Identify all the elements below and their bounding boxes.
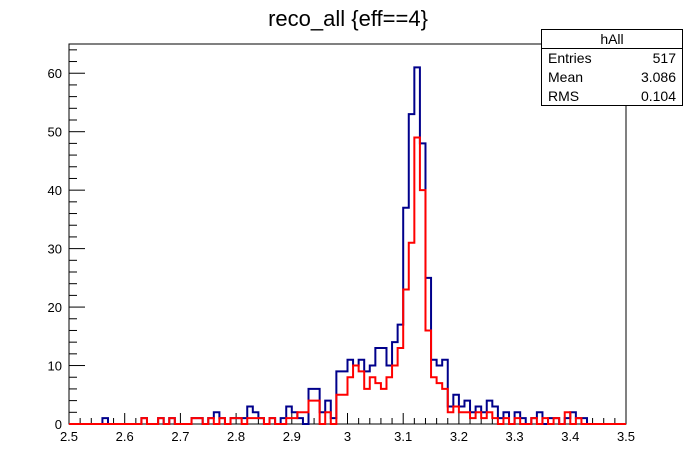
y-tick-label: 10 bbox=[48, 359, 62, 374]
x-tick-label: 3.2 bbox=[450, 429, 468, 444]
stats-label: RMS bbox=[548, 88, 580, 104]
stats-box-title: hAll bbox=[542, 30, 682, 49]
x-tick-label: 2.6 bbox=[116, 429, 134, 444]
histogram-series-line bbox=[69, 66, 626, 425]
stats-box: hAll Entries 517 Mean 3.086 RMS 0.104 bbox=[541, 29, 683, 106]
x-tick-label: 3.3 bbox=[506, 429, 524, 444]
stats-value: 517 bbox=[652, 50, 676, 66]
histogram-series-line bbox=[69, 136, 626, 425]
stats-value: 3.086 bbox=[640, 69, 676, 85]
x-tick-label: 2.8 bbox=[227, 429, 245, 444]
stats-row-entries: Entries 517 bbox=[542, 49, 682, 68]
x-tick-label: 2.5 bbox=[60, 429, 78, 444]
x-tick-label: 3.4 bbox=[561, 429, 579, 444]
x-tick-label: 3.5 bbox=[617, 429, 635, 444]
y-tick-label: 30 bbox=[48, 242, 62, 257]
y-tick-label: 40 bbox=[48, 183, 62, 198]
series-layer bbox=[69, 66, 626, 425]
y-axis: 0 10 20 30 40 50 60 bbox=[48, 49, 85, 432]
chart-title: reco_all {eff==4} bbox=[268, 6, 428, 31]
stats-row-mean: Mean 3.086 bbox=[542, 68, 682, 87]
x-tick-label: 2.7 bbox=[171, 429, 189, 444]
stats-label: Mean bbox=[548, 69, 584, 85]
stats-value: 0.104 bbox=[640, 88, 676, 104]
x-tick-label: 2.9 bbox=[283, 429, 301, 444]
stats-label: Entries bbox=[548, 50, 592, 66]
y-tick-label: 20 bbox=[48, 300, 62, 315]
x-tick-label: 3 bbox=[344, 429, 351, 444]
x-tick-label: 3.1 bbox=[394, 429, 412, 444]
stats-row-rms: RMS 0.104 bbox=[542, 87, 682, 106]
y-tick-label: 0 bbox=[55, 417, 62, 432]
y-tick-label: 60 bbox=[48, 66, 62, 81]
y-tick-label: 50 bbox=[48, 125, 62, 140]
